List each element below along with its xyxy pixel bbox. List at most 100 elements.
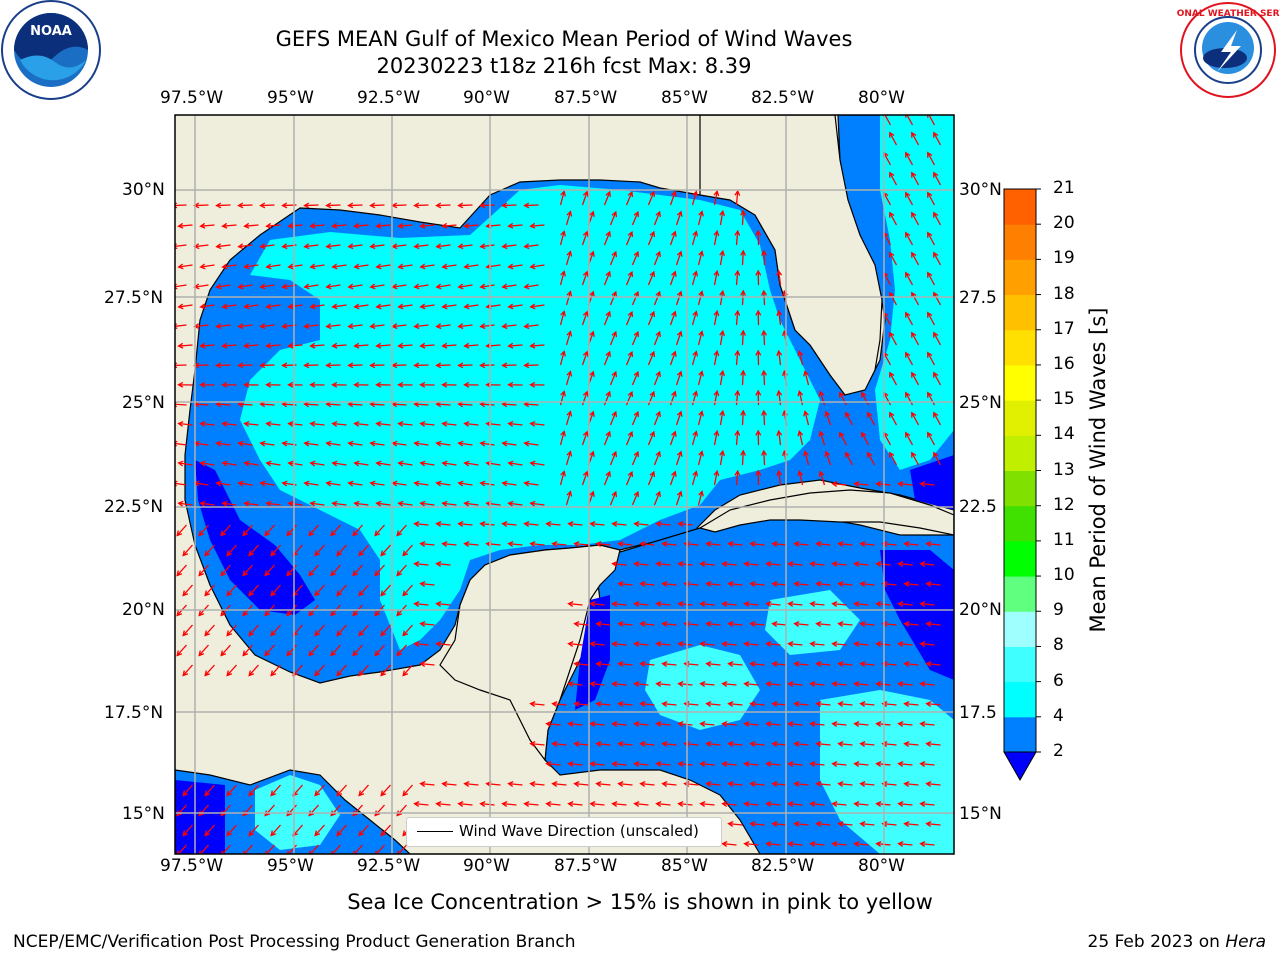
wind-wave-arrow: [353, 420, 369, 427]
wind-wave-arrow: [927, 391, 936, 406]
deep-blue-zone: [910, 455, 954, 510]
wind-wave-arrow: [419, 303, 435, 310]
lat-label: 20°N: [959, 600, 1002, 620]
wind-wave-arrow: [603, 230, 611, 246]
wind-wave-arrow: [314, 624, 325, 637]
wind-wave-arrow: [815, 621, 831, 627]
wind-wave-arrow: [259, 243, 275, 250]
wind-wave-arrow: [611, 681, 627, 687]
lat-label: 27.5°N: [104, 288, 164, 308]
wind-wave-arrow: [661, 741, 677, 747]
colorbar-tick-label: 8: [1053, 635, 1064, 656]
wind-wave-arrow: [573, 781, 589, 787]
wind-wave-arrow: [793, 701, 809, 707]
wind-wave-arrow: [375, 381, 391, 388]
wind-wave-arrow: [776, 469, 783, 486]
wind-wave-arrow: [653, 330, 661, 346]
wind-wave-arrow: [655, 681, 671, 687]
wind-wave-arrow: [325, 283, 341, 290]
wind-wave-arrow: [220, 644, 231, 657]
wind-wave-arrow: [435, 362, 451, 369]
colorbar-tick-label: 14: [1053, 424, 1075, 445]
wind-wave-arrow: [831, 761, 847, 767]
wind-wave-arrow: [911, 331, 920, 346]
wind-wave-arrow: [653, 490, 661, 506]
wind-wave-arrow: [177, 263, 193, 270]
wind-wave-arrow: [215, 323, 231, 330]
wind-wave-arrow: [545, 521, 561, 527]
wind-wave-arrow: [609, 210, 618, 226]
wind-wave-arrow: [397, 222, 413, 229]
wind-wave-arrow: [565, 250, 573, 266]
wind-wave-arrow: [903, 661, 919, 667]
wind-wave-arrow: [589, 801, 605, 807]
wind-wave-arrow: [889, 211, 898, 226]
wind-wave-arrow: [309, 342, 325, 349]
lat-label: 30°N: [122, 180, 165, 200]
wind-wave-arrow: [177, 500, 193, 507]
wind-wave-arrow: [845, 451, 854, 466]
wind-wave-arrow: [177, 381, 193, 388]
wind-wave-arrow: [831, 681, 847, 687]
wind-wave-arrow: [853, 721, 869, 727]
wind-wave-arrow: [457, 521, 473, 527]
wind-wave-arrow: [669, 390, 677, 406]
wind-wave-arrow: [374, 524, 385, 537]
wind-wave-arrow: [176, 524, 187, 537]
colorbar-tick-label: 20: [1053, 213, 1075, 234]
wind-wave-arrow: [897, 681, 913, 687]
wind-wave-arrow: [625, 310, 634, 326]
footer-date: 25 Feb 2023 on Hera: [1088, 932, 1266, 952]
wind-wave-arrow: [331, 381, 347, 388]
wind-wave-arrow: [441, 781, 457, 787]
wind-wave-arrow: [853, 761, 869, 767]
wind-wave-arrow: [567, 641, 583, 647]
wind-wave-arrow: [177, 222, 193, 229]
wind-wave-arrow: [226, 784, 237, 797]
wind-wave-arrow: [248, 544, 259, 557]
wind-wave-arrow: [419, 222, 435, 229]
wind-wave-arrow: [818, 430, 826, 446]
wind-wave-arrow: [265, 303, 281, 310]
wind-wave-arrow: [479, 521, 495, 527]
wind-wave-arrow: [776, 349, 783, 366]
wind-wave-arrow: [697, 210, 704, 226]
wind-wave-arrow: [705, 701, 721, 707]
wind-wave-arrow: [589, 681, 605, 687]
lat-label: 27.5: [959, 288, 997, 308]
wind-wave-arrow: [369, 323, 385, 330]
lat-label: 17.5: [959, 703, 997, 723]
wind-wave-arrow: [925, 621, 941, 627]
wind-wave-arrow: [419, 420, 435, 427]
wind-wave-arrow: [889, 451, 898, 466]
wind-wave-arrow: [581, 230, 589, 246]
wind-wave-arrow: [221, 500, 237, 507]
wind-wave-arrow: [199, 460, 215, 467]
colorbar-tick-label: 17: [1053, 318, 1075, 339]
wind-wave-arrow: [743, 561, 759, 567]
wind-wave-arrow: [435, 561, 451, 567]
wind-wave-arrow: [523, 202, 539, 209]
wind-wave-arrow: [734, 429, 741, 446]
wind-wave-arrow: [265, 500, 281, 507]
lon-label: 90°W: [463, 856, 510, 876]
wind-wave-arrow: [419, 460, 435, 467]
wind-wave-arrow: [719, 409, 726, 426]
wind-wave-arrow: [903, 581, 919, 587]
wind-wave-arrow: [237, 440, 253, 447]
wind-wave-arrow: [177, 460, 193, 467]
colorbar-tick-label: 6: [1053, 670, 1064, 691]
wind-wave-arrow: [237, 202, 253, 209]
wind-wave-arrow: [265, 381, 281, 388]
nws-logo: NATIONAL WEATHER SERVICE: [1153, 0, 1280, 100]
wind-wave-arrow: [353, 500, 369, 507]
wind-wave-arrow: [243, 381, 259, 388]
wind-wave-arrow: [625, 390, 634, 406]
wind-wave-arrow: [358, 584, 369, 597]
lon-label: 80°W: [858, 856, 905, 876]
wind-wave-arrow: [771, 821, 787, 827]
wind-wave-arrow: [551, 541, 567, 547]
wind-wave-arrow: [374, 644, 385, 657]
wind-wave-arrow: [330, 564, 341, 577]
wind-wave-arrow: [507, 381, 523, 388]
